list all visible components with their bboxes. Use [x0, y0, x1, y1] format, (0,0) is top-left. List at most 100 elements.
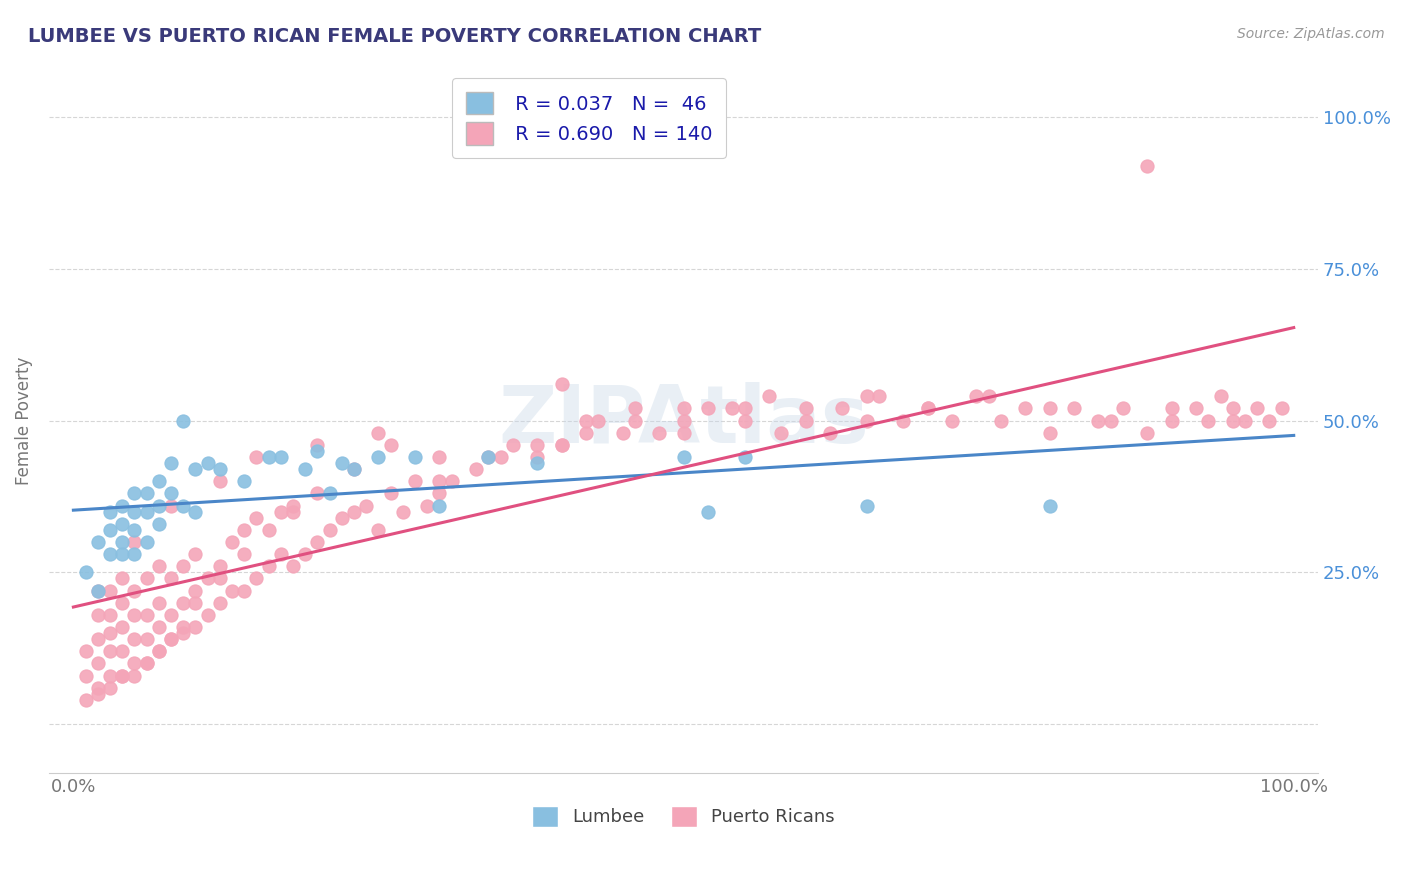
Point — [148, 516, 170, 531]
Point — [98, 644, 121, 658]
Point — [98, 668, 121, 682]
Point — [135, 632, 157, 647]
Point — [1160, 401, 1182, 416]
Point — [270, 547, 292, 561]
Point — [184, 462, 207, 476]
Point — [221, 583, 243, 598]
Point — [208, 462, 231, 476]
Point — [794, 401, 817, 416]
Point — [1112, 401, 1135, 416]
Point — [87, 583, 110, 598]
Point — [148, 644, 170, 658]
Point — [672, 425, 695, 440]
Point — [245, 510, 267, 524]
Point — [429, 486, 451, 500]
Point — [233, 583, 256, 598]
Point — [124, 657, 146, 671]
Point — [233, 475, 256, 489]
Point — [98, 523, 121, 537]
Point — [367, 425, 389, 440]
Point — [721, 401, 744, 416]
Point — [75, 668, 97, 682]
Point — [1099, 414, 1122, 428]
Point — [135, 505, 157, 519]
Point — [148, 644, 170, 658]
Point — [124, 607, 146, 622]
Point — [429, 499, 451, 513]
Point — [855, 389, 877, 403]
Point — [98, 583, 121, 598]
Point — [111, 535, 134, 549]
Point — [623, 401, 645, 416]
Point — [1246, 401, 1268, 416]
Point — [135, 572, 157, 586]
Point — [172, 559, 194, 574]
Point — [734, 401, 756, 416]
Point — [380, 486, 402, 500]
Point — [526, 450, 548, 464]
Point — [977, 389, 1000, 403]
Point — [148, 596, 170, 610]
Point — [672, 414, 695, 428]
Point — [111, 668, 134, 682]
Point — [135, 657, 157, 671]
Point — [734, 450, 756, 464]
Point — [550, 438, 572, 452]
Point — [623, 414, 645, 428]
Point — [160, 572, 183, 586]
Point — [197, 607, 219, 622]
Point — [124, 547, 146, 561]
Point — [75, 566, 97, 580]
Point — [1136, 159, 1159, 173]
Point — [160, 486, 183, 500]
Point — [868, 389, 890, 403]
Point — [87, 583, 110, 598]
Point — [343, 505, 366, 519]
Point — [855, 414, 877, 428]
Point — [758, 389, 780, 403]
Point — [197, 572, 219, 586]
Point — [465, 462, 488, 476]
Point — [318, 523, 340, 537]
Point — [477, 450, 499, 464]
Point — [124, 583, 146, 598]
Point — [257, 523, 280, 537]
Point — [124, 486, 146, 500]
Point — [208, 572, 231, 586]
Point — [160, 456, 183, 470]
Point — [233, 547, 256, 561]
Point — [550, 377, 572, 392]
Point — [307, 535, 329, 549]
Point — [307, 486, 329, 500]
Point — [794, 414, 817, 428]
Point — [281, 559, 304, 574]
Point — [87, 687, 110, 701]
Point — [891, 414, 914, 428]
Point — [184, 583, 207, 598]
Point — [1039, 425, 1062, 440]
Point — [160, 607, 183, 622]
Point — [172, 499, 194, 513]
Point — [770, 425, 793, 440]
Point — [148, 620, 170, 634]
Point — [855, 499, 877, 513]
Point — [1222, 401, 1244, 416]
Point — [257, 559, 280, 574]
Point — [818, 425, 841, 440]
Point — [111, 572, 134, 586]
Point — [98, 547, 121, 561]
Point — [148, 475, 170, 489]
Legend: Lumbee, Puerto Ricans: Lumbee, Puerto Ricans — [524, 799, 842, 834]
Point — [135, 657, 157, 671]
Point — [356, 499, 378, 513]
Point — [586, 414, 609, 428]
Point — [1233, 414, 1256, 428]
Point — [124, 505, 146, 519]
Text: Source: ZipAtlas.com: Source: ZipAtlas.com — [1237, 27, 1385, 41]
Point — [281, 505, 304, 519]
Point — [1063, 401, 1085, 416]
Point — [111, 596, 134, 610]
Point — [160, 499, 183, 513]
Point — [281, 499, 304, 513]
Point — [111, 668, 134, 682]
